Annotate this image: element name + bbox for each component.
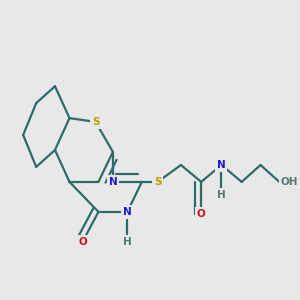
Text: OH: OH (281, 177, 298, 187)
Text: S: S (92, 117, 99, 127)
Text: O: O (78, 237, 87, 247)
Text: H: H (123, 237, 132, 247)
Text: S: S (154, 177, 161, 187)
Text: O: O (197, 209, 206, 219)
Text: N: N (217, 160, 226, 170)
Text: N: N (109, 177, 117, 187)
Text: N: N (123, 207, 132, 217)
Text: H: H (217, 190, 226, 200)
